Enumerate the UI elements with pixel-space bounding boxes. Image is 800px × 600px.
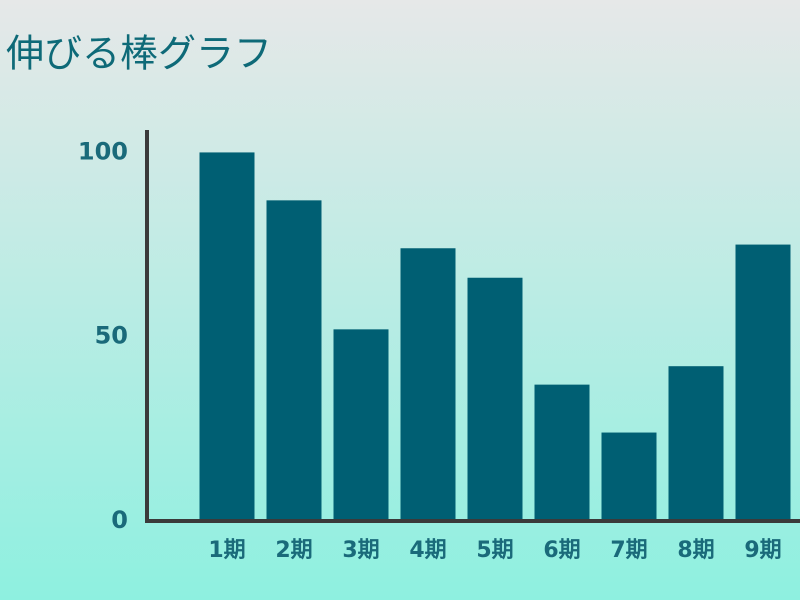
bar: [333, 329, 389, 521]
x-tick-label: 7期: [610, 538, 647, 563]
x-tick-label: 6期: [543, 538, 580, 563]
x-tick-label: 9期: [744, 538, 781, 563]
bar: [266, 200, 322, 522]
x-tick-label: 1期: [208, 538, 245, 563]
y-tick-label: 50: [95, 322, 128, 350]
bar: [668, 366, 724, 521]
x-tick-label: 8期: [677, 538, 714, 563]
bar: [735, 244, 791, 522]
x-tick-label: 4期: [409, 538, 446, 563]
y-tick-label: 100: [78, 137, 128, 165]
y-tick-label: 0: [111, 506, 128, 534]
bar: [601, 432, 657, 521]
x-tick-label: 3期: [342, 538, 379, 563]
bar: [400, 248, 456, 521]
x-tick-label: 2期: [275, 538, 312, 563]
bar: [534, 384, 590, 521]
bar: [467, 277, 523, 521]
bar: [199, 152, 255, 521]
chart-title: 伸びる棒グラフ: [6, 32, 272, 76]
x-tick-label: 5期: [476, 538, 513, 563]
